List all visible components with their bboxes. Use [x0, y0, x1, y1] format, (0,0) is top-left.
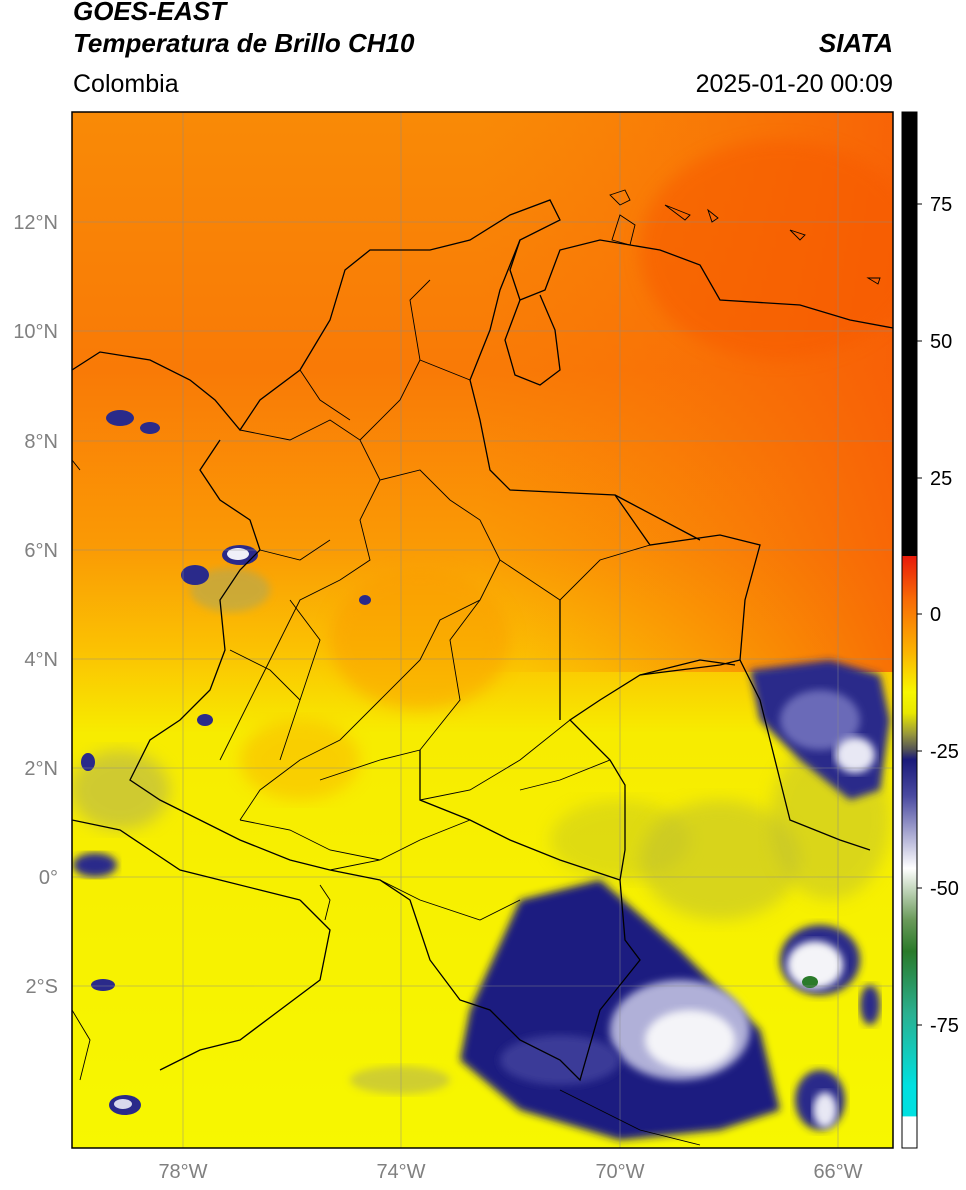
colorbar-tick-75: 75: [930, 194, 952, 216]
datetime-label: 2025-01-20 00:09: [695, 70, 893, 98]
lat-label-4n: 4°N: [24, 649, 58, 671]
department-borders: [219, 279, 651, 921]
cloud-small: [73, 410, 371, 1115]
agency-label: SIATA: [818, 28, 893, 58]
graticule: [72, 112, 893, 1148]
lon-label-74w: 74°W: [376, 1161, 425, 1183]
colorbar-tick-25: 25: [930, 468, 952, 490]
map-frame: [71, 111, 894, 1149]
cloud-ne: [750, 660, 890, 800]
lat-label-12n: 12°N: [13, 212, 58, 234]
satellite-title: GOES-EAST: [73, 0, 227, 26]
region-label: Colombia: [73, 70, 179, 98]
lat-tick-labels: 12°N 10°N 8°N 6°N 4°N 2°N 0° 2°S: [13, 212, 58, 998]
colorbar-tick-minus50: -50: [930, 878, 959, 900]
colorbar-tick-minus25: -25: [930, 741, 959, 763]
lon-tick-labels: 78°W 74°W 70°W 66°W: [158, 1161, 862, 1183]
lat-label-8n: 8°N: [24, 431, 58, 453]
colorbar-tick-minus75: -75: [930, 1015, 959, 1037]
lon-label-66w: 66°W: [813, 1161, 862, 1183]
lon-label-70w: 70°W: [595, 1161, 644, 1183]
lat-label-2s: 2°S: [26, 976, 58, 998]
coast-islands: [72, 189, 881, 1146]
lat-label-2n: 2°N: [24, 758, 58, 780]
map-field: [72, 112, 893, 1148]
lat-label-0: 0°: [39, 867, 58, 889]
lon-label-78w: 78°W: [158, 1161, 207, 1183]
lat-label-6n: 6°N: [24, 540, 58, 562]
product-title: Temperatura de Brillo CH10: [73, 28, 415, 58]
lat-label-10n: 10°N: [13, 321, 58, 343]
colorbar: 75 50 25 0 -25 -50 -75: [901, 111, 959, 1149]
colorbar-tick-0: 0: [930, 604, 941, 626]
colorbar-tick-50: 50: [930, 331, 952, 353]
